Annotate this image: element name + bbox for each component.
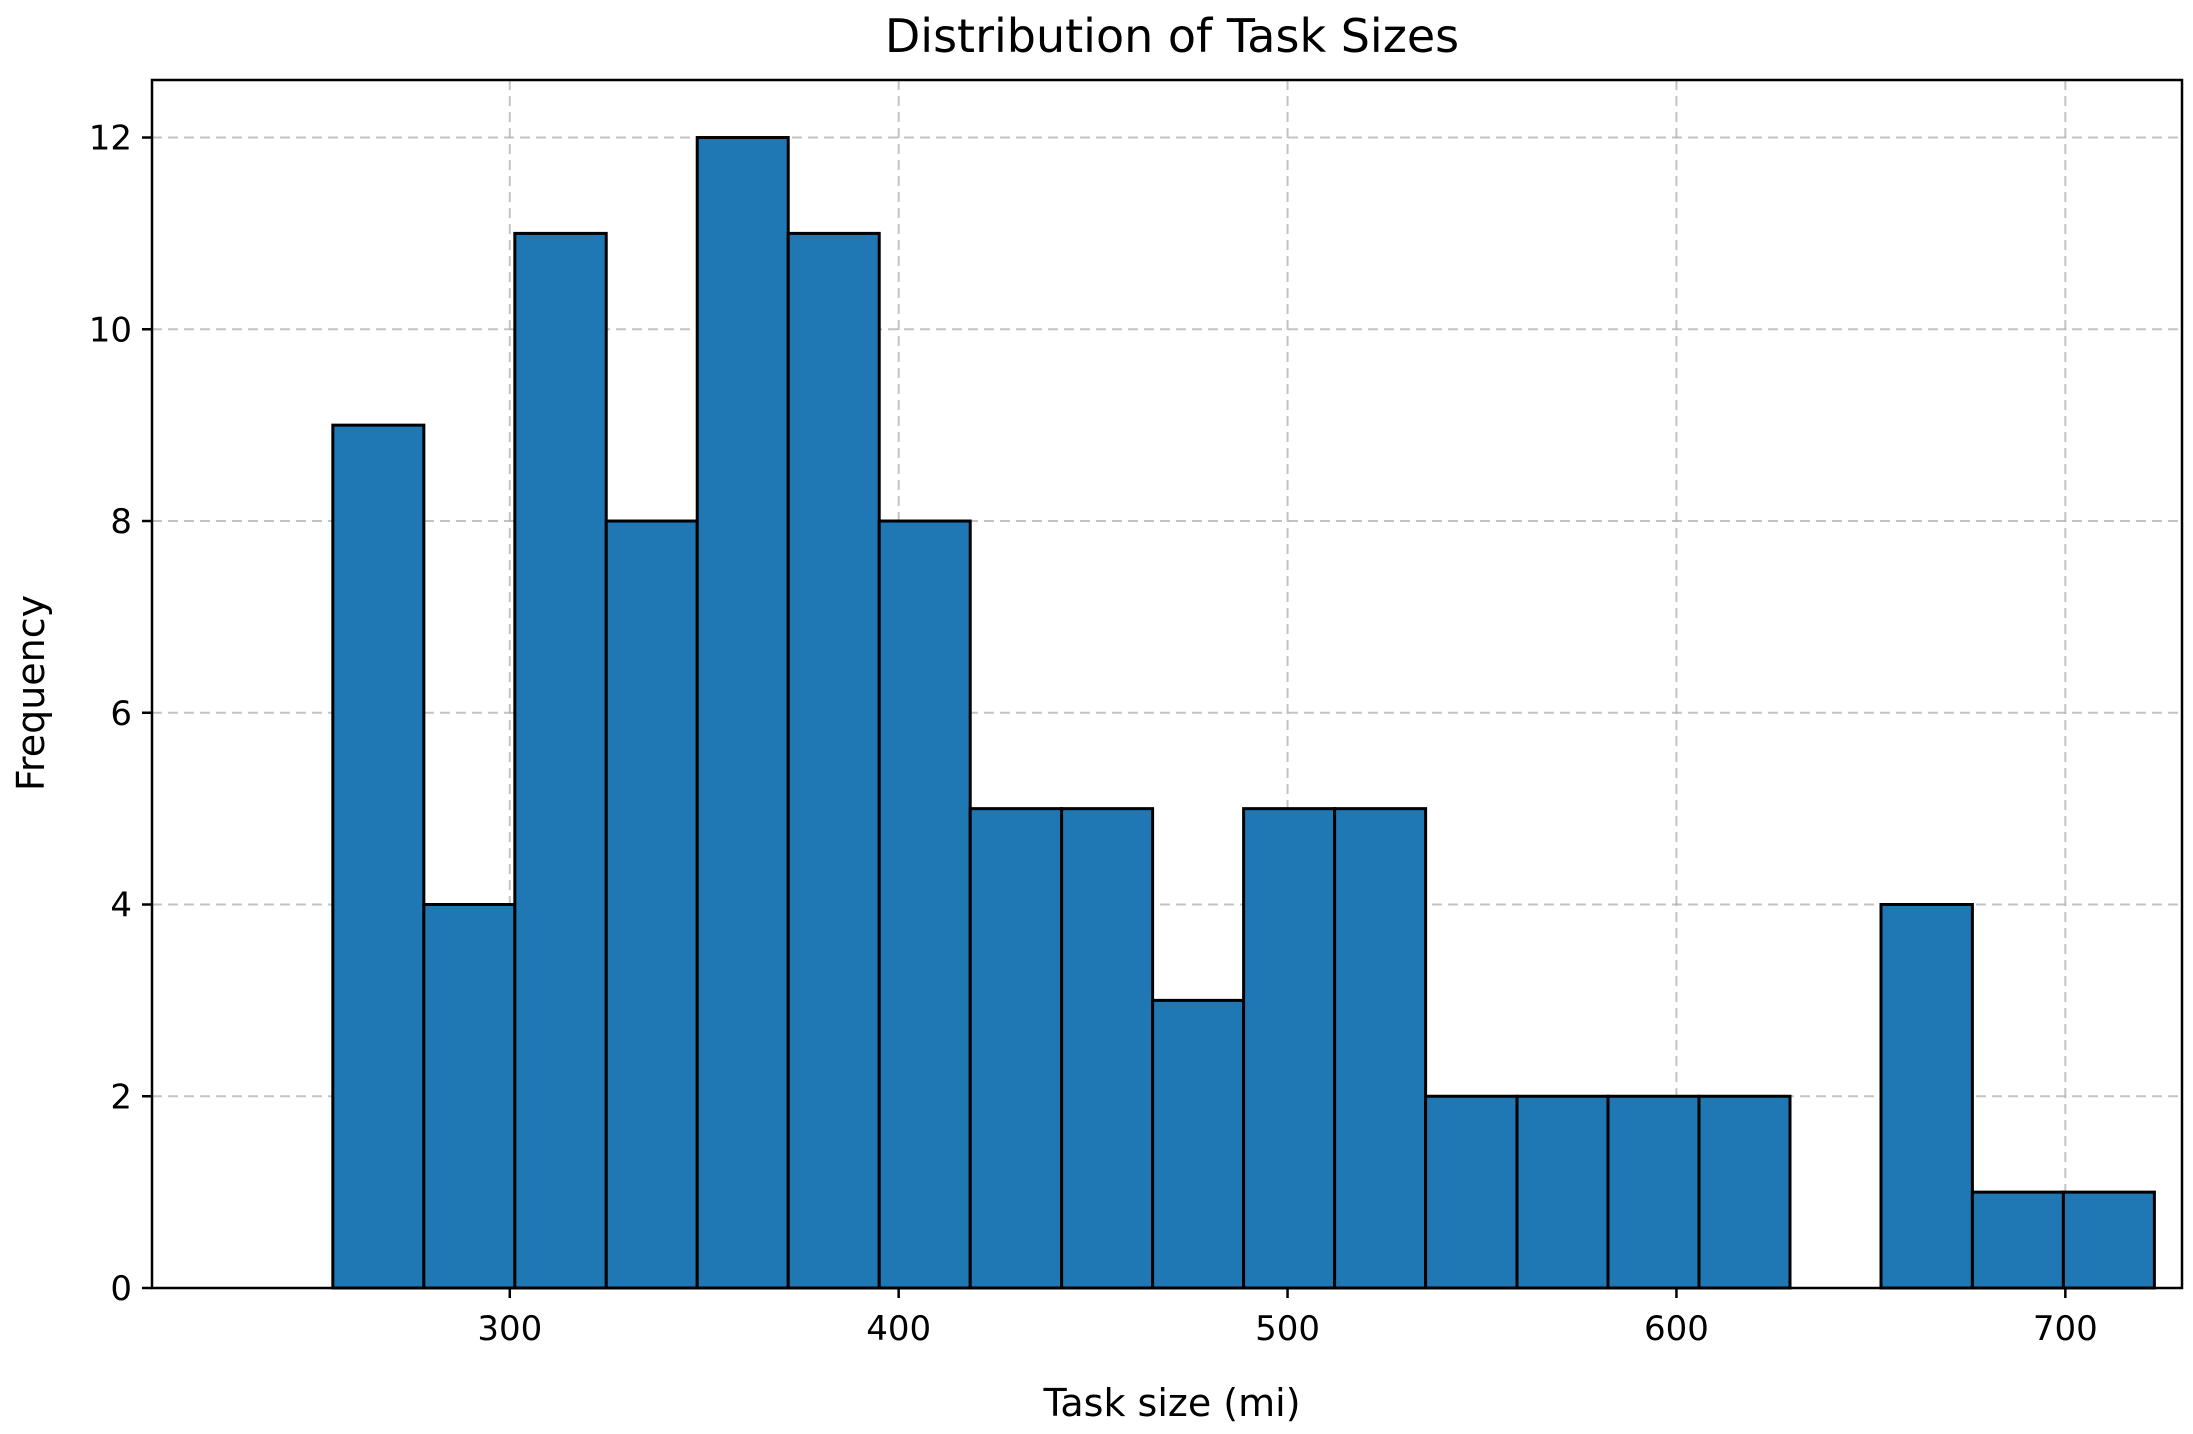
histogram-bars xyxy=(331,136,2156,1290)
histogram-bar xyxy=(695,136,790,1290)
axis-ticks: 300 400 500 600 700 0 2 4 6 8 10 12 xyxy=(89,119,2098,1349)
histogram-bar xyxy=(877,519,972,1290)
histogram-bar xyxy=(1879,903,1974,1290)
axes-frame xyxy=(150,78,2184,1290)
x-tick-label: 700 xyxy=(2033,1309,2098,1349)
y-tick-label: 2 xyxy=(110,1077,132,1117)
histogram-bar xyxy=(1060,807,1155,1290)
histogram-bar xyxy=(1606,1094,1701,1290)
x-tick-label: 600 xyxy=(1644,1309,1709,1349)
histogram-bar xyxy=(968,807,1064,1290)
y-tick-label: 4 xyxy=(110,886,132,926)
y-tick-label: 0 xyxy=(110,1269,132,1309)
y-tick-label: 6 xyxy=(110,694,132,734)
histogram-bar xyxy=(422,903,517,1290)
histogram-bar xyxy=(1970,1190,2065,1290)
x-tick-label: 300 xyxy=(477,1309,542,1349)
y-tick-label: 12 xyxy=(89,119,132,159)
histogram-bar xyxy=(786,231,881,1290)
histogram-bar xyxy=(1515,1094,1610,1290)
histogram-bar xyxy=(2061,1190,2156,1290)
histogram-bar xyxy=(1151,998,1246,1290)
y-tick-label: 8 xyxy=(110,502,132,542)
histogram-bar xyxy=(513,231,608,1290)
x-tick-label: 400 xyxy=(866,1309,931,1349)
chart-title: Distribution of Task Sizes xyxy=(885,9,1459,63)
y-tick-label: 10 xyxy=(89,310,132,350)
histogram-bar xyxy=(1424,1094,1519,1290)
x-tick-label: 500 xyxy=(1255,1309,1320,1349)
y-axis-label: Frequency xyxy=(9,595,53,791)
histogram-bar xyxy=(1242,807,1337,1290)
histogram-bar xyxy=(1333,807,1428,1290)
x-axis-label: Task size (mi) xyxy=(1042,1381,1300,1425)
histogram-bar xyxy=(604,519,699,1290)
histogram-bar xyxy=(331,423,426,1290)
histogram-bar xyxy=(1697,1094,1792,1290)
